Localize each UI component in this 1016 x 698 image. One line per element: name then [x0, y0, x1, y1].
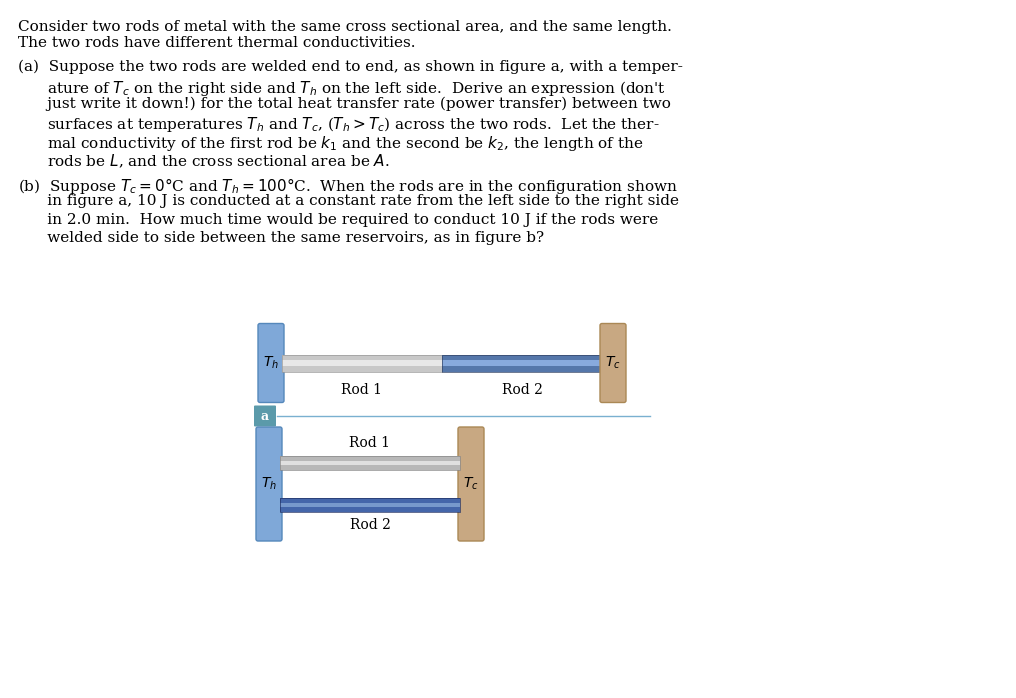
Bar [442, 366, 602, 371]
Bar [442, 355, 602, 371]
Text: in figure a, 10 J is conducted at a constant rate from the left side to the righ: in figure a, 10 J is conducted at a cons… [18, 195, 679, 209]
Text: (a)  Suppose the two rods are welded end to end, as shown in figure a, with a te: (a) Suppose the two rods are welded end … [18, 60, 683, 75]
Bar [280, 503, 460, 507]
Text: Rod 2: Rod 2 [502, 383, 543, 397]
Text: $T_h$: $T_h$ [263, 355, 279, 371]
Text: welded side to side between the same reservoirs, as in figure b?: welded side to side between the same res… [18, 232, 545, 246]
Text: Consider two rods of metal with the same cross sectional area, and the same leng: Consider two rods of metal with the same… [18, 20, 672, 34]
FancyBboxPatch shape [458, 427, 484, 541]
Bar [280, 507, 460, 512]
Text: $T_h$: $T_h$ [261, 476, 277, 492]
Text: Rod 1: Rod 1 [341, 383, 382, 397]
Bar [280, 461, 460, 466]
FancyBboxPatch shape [254, 406, 276, 426]
Text: in 2.0 min.  How much time would be required to conduct 10 J if the rods were: in 2.0 min. How much time would be requi… [18, 213, 658, 227]
Bar [282, 366, 442, 371]
Text: a: a [261, 410, 269, 422]
Text: Rod 1: Rod 1 [350, 436, 390, 450]
Bar [282, 355, 442, 360]
Text: just write it down!) for the total heat transfer rate (power transfer) between t: just write it down!) for the total heat … [18, 97, 671, 112]
FancyBboxPatch shape [256, 427, 282, 541]
Bar [282, 355, 442, 371]
FancyBboxPatch shape [600, 323, 626, 403]
Text: $T_c$: $T_c$ [463, 476, 479, 492]
Bar [280, 456, 460, 470]
Text: rods be $L$, and the cross sectional area be $A$.: rods be $L$, and the cross sectional are… [18, 152, 390, 170]
Bar [442, 360, 602, 366]
FancyBboxPatch shape [258, 323, 284, 403]
Text: ature of $T_c$ on the right side and $T_h$ on the left side.  Derive an expressi: ature of $T_c$ on the right side and $T_… [18, 78, 665, 98]
Text: $T_c$: $T_c$ [606, 355, 621, 371]
Text: Rod 2: Rod 2 [350, 518, 390, 532]
Bar [280, 456, 460, 461]
Bar [280, 498, 460, 503]
Text: (b)  Suppose $T_c = 0°$C and $T_h = 100°$C.  When the rods are in the configurat: (b) Suppose $T_c = 0°$C and $T_h = 100°$… [18, 176, 678, 196]
Bar [282, 360, 442, 366]
Bar [280, 498, 460, 512]
Text: surfaces at temperatures $T_h$ and $T_c$, ($T_h > T_c$) across the two rods.  Le: surfaces at temperatures $T_h$ and $T_c$… [18, 115, 659, 135]
Text: mal conductivity of the first rod be $k_1$ and the second be $k_2$, the length o: mal conductivity of the first rod be $k_… [18, 134, 643, 153]
Bar [280, 466, 460, 470]
Bar [442, 355, 602, 360]
Text: The two rods have different thermal conductivities.: The two rods have different thermal cond… [18, 36, 416, 50]
